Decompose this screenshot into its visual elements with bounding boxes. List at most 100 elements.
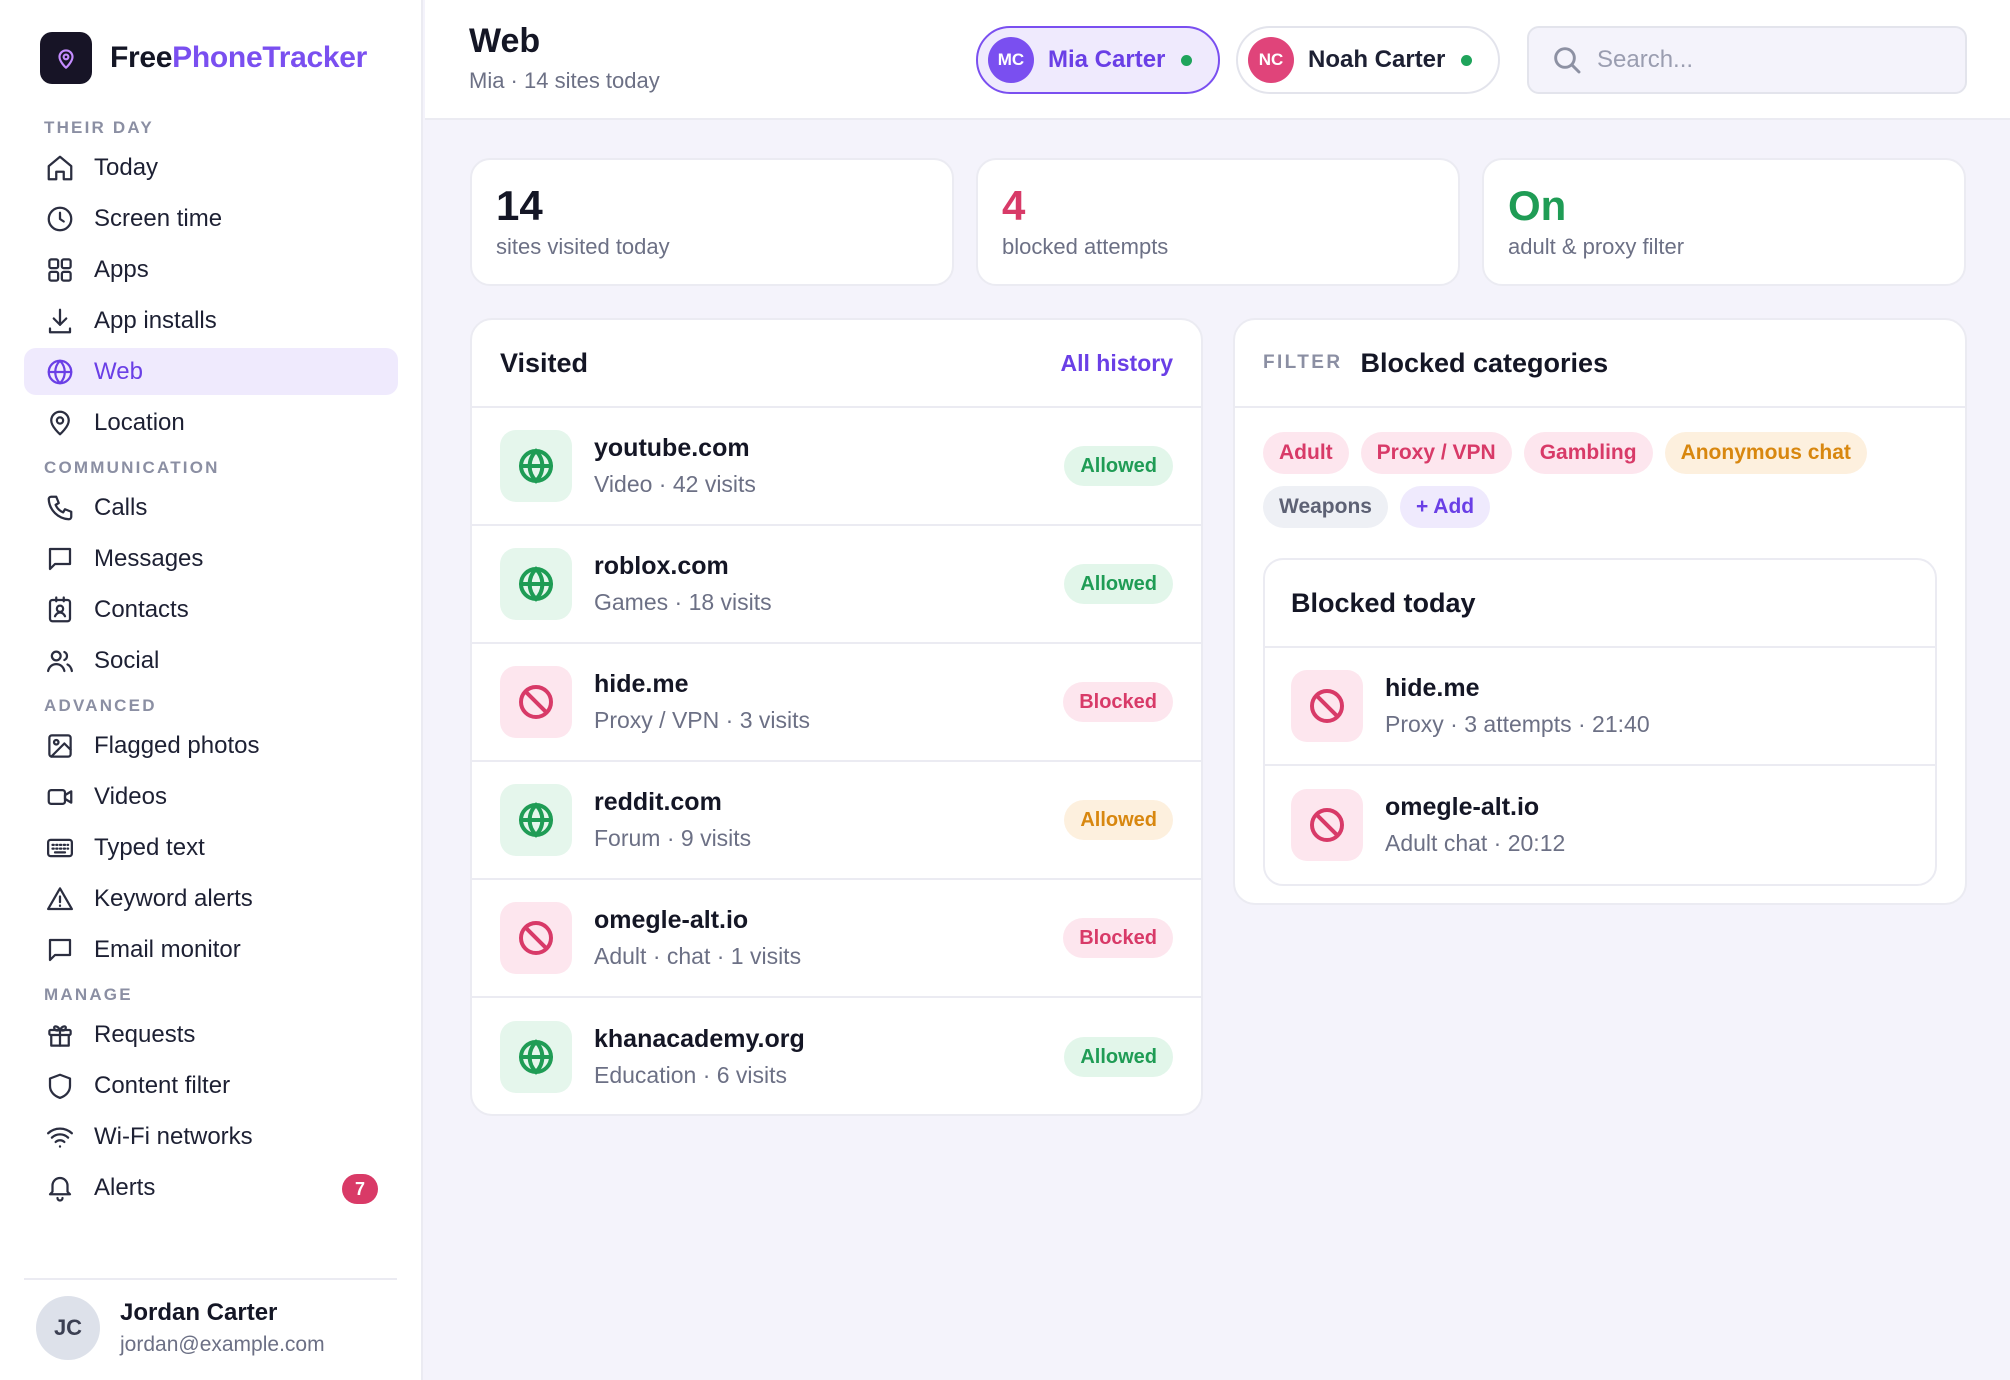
sidebar-item-label: Contacts	[94, 595, 189, 623]
sidebar-item-label: Videos	[94, 782, 167, 810]
sidebar-item-screen-time[interactable]: Screen time	[24, 195, 398, 242]
stat-card-sites: 14 sites visited today	[470, 158, 954, 286]
sidebar-item-label: Wi-Fi networks	[94, 1122, 253, 1150]
search-box[interactable]	[1527, 26, 1967, 94]
site-name: roblox.com	[594, 552, 729, 580]
brand-logo-icon	[40, 32, 92, 84]
page-subtitle: Mia · 14 sites today	[469, 68, 660, 93]
sidebar-item-label: App installs	[94, 306, 217, 334]
site-name: reddit.com	[594, 788, 722, 816]
avatar: JC	[36, 1296, 100, 1360]
status-badge: Allowed	[1064, 800, 1173, 840]
site-meta: Video · 42 visits	[594, 471, 756, 497]
category-chip[interactable]: Proxy / VPN	[1360, 432, 1512, 474]
blocked-icon	[1291, 670, 1363, 742]
sidebar-item-content-filter[interactable]: Content filter	[24, 1062, 398, 1109]
visited-row[interactable]: hide.me Proxy / VPN · 3 visits Blocked	[472, 644, 1201, 762]
site-name: hide.me	[1385, 674, 1480, 702]
sidebar-item-videos[interactable]: Videos	[24, 773, 398, 820]
stat-value: 14	[496, 182, 543, 229]
child-avatar: MC	[988, 37, 1034, 83]
sidebar-item-typed-text[interactable]: Typed text	[24, 824, 398, 871]
online-status-dot	[1181, 54, 1193, 66]
clock-icon	[44, 203, 76, 235]
site-meta: Games · 18 visits	[594, 589, 772, 615]
nav-section-label: COMMUNICATION	[44, 458, 220, 477]
status-badge: Allowed	[1064, 1037, 1173, 1077]
top-header: Web Mia · 14 sites today MC Mia Carter N…	[425, 0, 2010, 120]
sidebar-item-email-monitor[interactable]: Email monitor	[24, 926, 398, 973]
search-input[interactable]	[1597, 46, 1957, 74]
stat-value: On	[1508, 182, 1567, 229]
blocked-today-card: Blocked today hide.me Proxy · 3 attempts …	[1263, 558, 1937, 886]
sidebar-item-contacts[interactable]: Contacts	[24, 586, 398, 633]
panel-title: Blocked categories	[1360, 347, 1609, 378]
globe-icon	[44, 356, 76, 388]
visited-row[interactable]: reddit.com Forum · 9 visits Allowed	[472, 762, 1201, 880]
child-avatar: NC	[1248, 37, 1294, 83]
message-square-icon	[44, 934, 76, 966]
globe-icon	[500, 548, 572, 620]
site-meta: Proxy / VPN · 3 visits	[594, 707, 810, 733]
contact-card-icon	[44, 594, 76, 626]
site-meta: Adult chat · 20:12	[1385, 830, 1566, 856]
sidebar-item-label: Requests	[94, 1020, 196, 1048]
category-chip[interactable]: Adult	[1263, 432, 1349, 474]
sidebar-item-web[interactable]: Web	[24, 348, 398, 395]
child-name: Noah Carter	[1308, 46, 1446, 73]
wifi-icon	[44, 1121, 76, 1153]
filter-panel: FILTER Blocked categories Adult Proxy / V…	[1233, 318, 1967, 905]
sidebar-item-flagged-photos[interactable]: Flagged photos	[24, 722, 398, 769]
category-chip[interactable]: Weapons	[1263, 486, 1388, 528]
visited-row[interactable]: youtube.com Video · 42 visits Allowed	[472, 408, 1201, 526]
nav-section-label: MANAGE	[44, 985, 133, 1004]
child-switch-mia[interactable]: MC Mia Carter	[976, 26, 1221, 94]
account-card[interactable]: JC Jordan Carter jordan@example.com	[36, 1296, 325, 1360]
sidebar-divider	[24, 1278, 397, 1280]
sidebar-item-alerts[interactable]: Alerts 7	[24, 1164, 398, 1211]
sidebar-item-label: Web	[94, 357, 143, 385]
account-email: jordan@example.com	[120, 1333, 325, 1356]
sidebar-item-app-installs[interactable]: App installs	[24, 297, 398, 344]
category-chip[interactable]: Anonymous chat	[1664, 432, 1867, 474]
sidebar-item-keyword-alerts[interactable]: Keyword alerts	[24, 875, 398, 922]
blocked-row[interactable]: hide.me Proxy · 3 attempts · 21:40	[1265, 648, 1935, 766]
blocked-row[interactable]: omegle-alt.io Adult chat · 20:12	[1265, 766, 1935, 884]
grid-icon	[44, 254, 76, 286]
page-title: Web	[469, 22, 541, 60]
sidebar-item-label: Typed text	[94, 833, 205, 861]
online-status-dot	[1461, 54, 1473, 66]
download-icon	[44, 305, 76, 337]
visited-row[interactable]: roblox.com Games · 18 visits Allowed	[472, 526, 1201, 644]
sidebar-item-requests[interactable]: Requests	[24, 1011, 398, 1058]
sidebar-item-label: Email monitor	[94, 935, 241, 963]
visited-row[interactable]: khanacademy.org Education · 6 visits Allow…	[472, 998, 1201, 1114]
sidebar-item-location[interactable]: Location	[24, 399, 398, 446]
sidebar-item-today[interactable]: Today	[24, 144, 398, 191]
image-icon	[44, 730, 76, 762]
site-meta: Forum · 9 visits	[594, 825, 752, 851]
stat-card-filter: On adult & proxy filter	[1482, 158, 1966, 286]
visited-row[interactable]: omegle-alt.io Adult · chat · 1 visits Bloc…	[472, 880, 1201, 998]
sidebar-item-messages[interactable]: Messages	[24, 535, 398, 582]
category-chip[interactable]: Gambling	[1523, 432, 1653, 474]
panel-overline: FILTER	[1263, 352, 1343, 373]
blocked-icon	[500, 666, 572, 738]
site-meta: Education · 6 visits	[594, 1062, 788, 1088]
child-switch-noah[interactable]: NC Noah Carter	[1236, 26, 1501, 94]
sidebar-item-calls[interactable]: Calls	[24, 484, 398, 531]
nav-section-label: ADVANCED	[44, 696, 157, 715]
brand-name: FreePhoneTracker	[110, 41, 367, 74]
keyboard-icon	[44, 832, 76, 864]
all-history-link[interactable]: All history	[1060, 349, 1173, 376]
sidebar-item-apps[interactable]: Apps	[24, 246, 398, 293]
add-category-button[interactable]: + Add	[1399, 486, 1491, 528]
sidebar-nav: THEIR DAY Today Screen time Apps App install…	[24, 112, 398, 1215]
sidebar-item-label: Content filter	[94, 1071, 231, 1099]
sidebar-item-social[interactable]: Social	[24, 637, 398, 684]
sidebar-item-wi-fi-networks[interactable]: Wi-Fi networks	[24, 1113, 398, 1160]
brand[interactable]: FreePhoneTracker	[40, 32, 367, 84]
stat-label: adult & proxy filter	[1508, 234, 1685, 259]
site-name: youtube.com	[594, 434, 750, 462]
home-icon	[44, 152, 76, 184]
